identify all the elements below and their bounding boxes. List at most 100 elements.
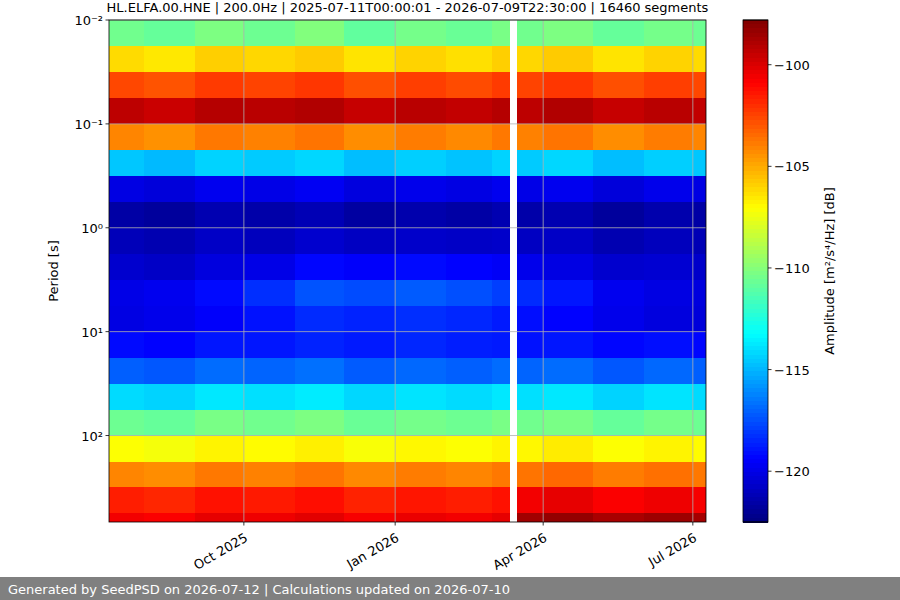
heatmap-cell [244, 150, 295, 176]
heatmap-cell [446, 410, 492, 436]
heatmap-cell [395, 332, 446, 358]
colorbar-segment [743, 175, 768, 180]
plot-frame [109, 20, 706, 522]
heatmap-cell [109, 306, 144, 332]
colorbar-segment [743, 313, 768, 318]
colorbar-segment [743, 204, 768, 209]
x-tick [243, 522, 244, 526]
heatmap-cell [593, 176, 644, 202]
heatmap-cell [492, 513, 510, 522]
colorbar-segment [743, 288, 768, 293]
heatmap-cell [644, 98, 693, 124]
colorbar-segment [743, 221, 768, 226]
colorbar-segment [743, 501, 768, 506]
heatmap-cell [195, 280, 244, 306]
heatmap-cell [109, 254, 144, 280]
heatmap-cell [344, 306, 395, 332]
heatmap-cell [244, 410, 295, 436]
colorbar-segment [743, 472, 768, 477]
x-tick-label: Jul 2026 [645, 530, 699, 570]
heatmap-cell [395, 436, 446, 462]
colorbar-segment [743, 489, 768, 494]
colorbar-segment [743, 392, 768, 397]
x-tick-label: Jan 2026 [344, 530, 402, 572]
colorbar-segment [743, 284, 768, 289]
heatmap-cell [344, 46, 395, 72]
colorbar-tick-label: −115 [774, 363, 810, 378]
heatmap-cell [644, 487, 693, 513]
colorbar-segment [743, 476, 768, 481]
colorbar-segment [743, 330, 768, 335]
grid-line [395, 20, 396, 522]
heatmap-cell [395, 176, 446, 202]
colorbar-tick [768, 267, 772, 268]
heatmap-cell [693, 513, 706, 522]
heatmap-cell [593, 410, 644, 436]
colorbar-segment [743, 66, 768, 71]
heatmap-cell [195, 332, 244, 358]
colorbar-segment [743, 192, 768, 197]
heatmap-cell [144, 124, 195, 150]
colorbar-segment [743, 104, 768, 109]
heatmap-cell [492, 46, 510, 72]
heatmap-cell [517, 98, 543, 124]
grid-line [109, 227, 706, 228]
heatmap-cell [144, 410, 195, 436]
heatmap-cell [517, 176, 543, 202]
colorbar-tick [768, 369, 772, 370]
heatmap-cell [517, 254, 543, 280]
heatmap-cell [344, 332, 395, 358]
y-tick-label: 10² [81, 429, 103, 444]
heatmap-cell [693, 487, 706, 513]
heatmap-cell [195, 487, 244, 513]
heatmap-cell [644, 202, 693, 228]
heatmap-cell [693, 384, 706, 410]
colorbar-segment [743, 154, 768, 159]
colorbar-segment [743, 108, 768, 113]
colorbar-segment [743, 463, 768, 468]
heatmap-cell [395, 254, 446, 280]
heatmap-cell [244, 280, 295, 306]
y-tick [106, 435, 110, 436]
heatmap-cell [395, 98, 446, 124]
colorbar-tick [768, 471, 772, 472]
colorbar-segment [743, 133, 768, 138]
colorbar-segment [743, 166, 768, 171]
heatmap-cell [195, 306, 244, 332]
heatmap-cell [593, 254, 644, 280]
colorbar-segment [743, 401, 768, 406]
colorbar-segment [743, 53, 768, 58]
heatmap-cell [492, 306, 510, 332]
colorbar-segment [743, 279, 768, 284]
heatmap-cell [395, 280, 446, 306]
heatmap-cell [109, 176, 144, 202]
colorbar-segment [743, 120, 768, 125]
heatmap-cells [109, 20, 706, 522]
heatmap-cell [446, 98, 492, 124]
heatmap-cell [295, 306, 344, 332]
heatmap-cell [644, 358, 693, 384]
heatmap-cell [593, 487, 644, 513]
colorbar-segment [743, 187, 768, 192]
heatmap-cell [543, 202, 592, 228]
heatmap-cell [492, 98, 510, 124]
heatmap-cell [195, 513, 244, 522]
colorbar-segment [743, 217, 768, 222]
colorbar-segment [743, 371, 768, 376]
heatmap-cell [144, 46, 195, 72]
heatmap-cell [517, 332, 543, 358]
heatmap-cell [517, 150, 543, 176]
heatmap-cell [543, 254, 592, 280]
heatmap-cell [109, 228, 144, 254]
heatmap-cell [446, 332, 492, 358]
colorbar-segment [743, 246, 768, 251]
colorbar-segment [743, 350, 768, 355]
colorbar-segment [743, 171, 768, 176]
colorbar-segment [743, 20, 768, 25]
heatmap-cell [109, 98, 144, 124]
grid-line [543, 20, 544, 522]
heatmap-cell [395, 20, 446, 46]
colorbar-segment [743, 275, 768, 280]
heatmap-cell [395, 358, 446, 384]
heatmap-cell [543, 150, 592, 176]
